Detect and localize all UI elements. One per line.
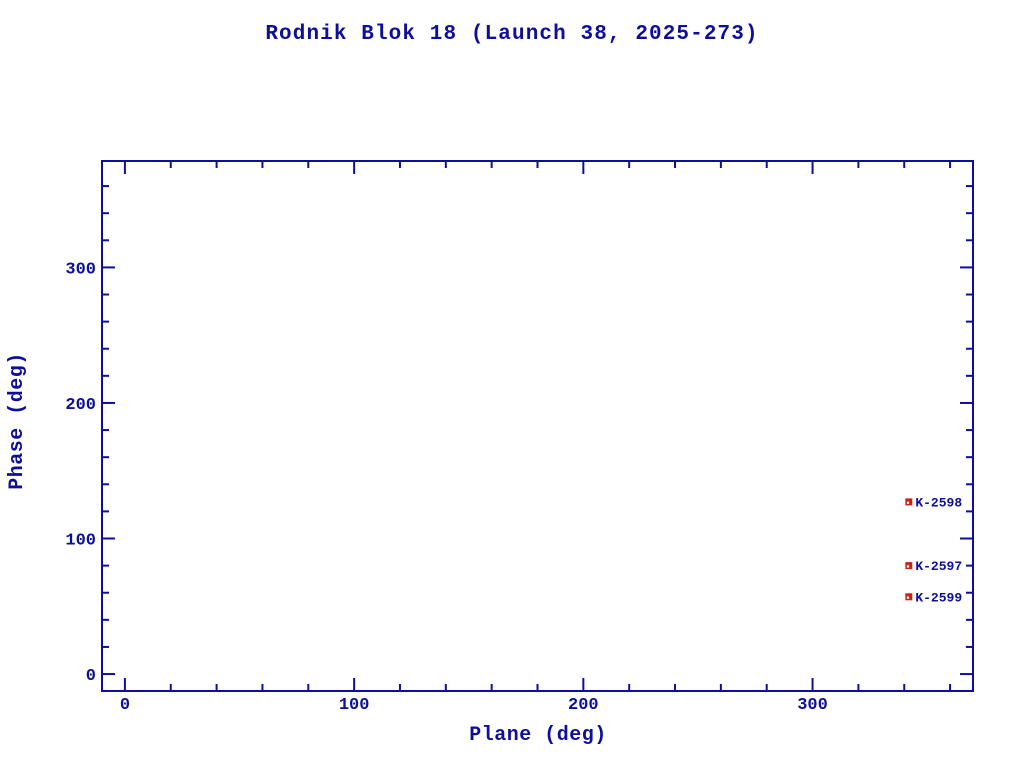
data-point-label: K-2599 [915,590,962,605]
y-tick-label: 0 [86,667,96,686]
x-tick-label: 300 [797,696,828,715]
plot-frame [101,160,974,692]
plot-elements: 0 100 200 300 0 100 200 300 K-2598 K-2597 K-2599 [65,160,974,715]
marker-notch [906,501,910,504]
y-tick-label: 100 [65,532,96,551]
data-point-label: K-2597 [915,559,962,574]
y-tick-label: 300 [65,260,96,279]
y-axis-label: Phase (deg) [6,352,29,490]
chart-title: Rodnik Blok 18 (Launch 38, 2025-273) [265,23,758,46]
x-tick-label: 100 [339,696,370,715]
x-axis-label: Plane (deg) [469,724,607,747]
x-tick-label: 200 [568,696,599,715]
marker-notch [906,596,910,599]
y-tick-label: 200 [65,396,96,415]
data-point-label: K-2598 [915,495,962,510]
x-tick-label: 0 [120,696,130,715]
marker-notch [906,565,910,568]
